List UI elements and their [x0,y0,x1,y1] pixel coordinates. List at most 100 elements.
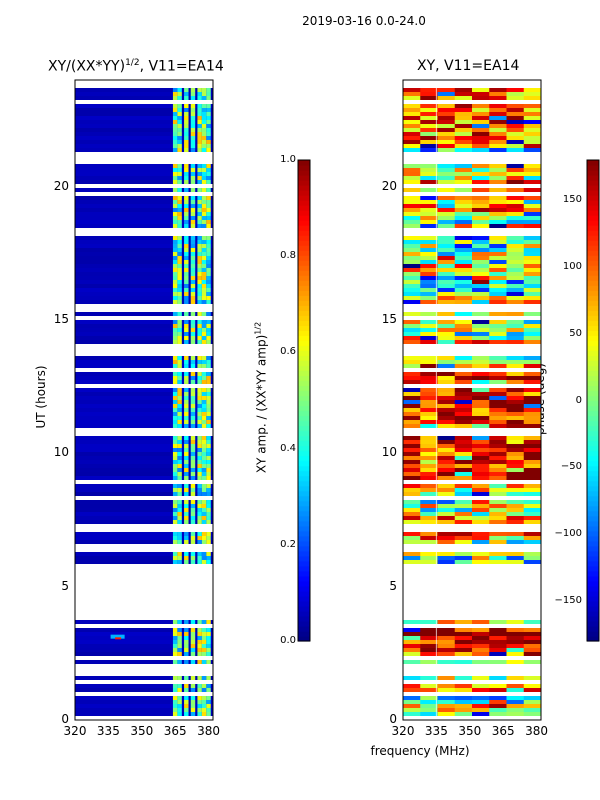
phase-cell [454,552,473,556]
phase-cell [523,104,542,108]
phase-cell [437,688,456,692]
amp-cell [184,460,189,464]
phase-cell [420,288,438,292]
phase-cell [420,436,438,440]
phase-cell [403,404,421,408]
phase-cell [472,120,490,124]
amp-cell [190,360,196,364]
amp-cell [184,416,189,420]
amp-row-base [75,336,213,340]
amp-cell [201,200,207,204]
phase-cell [437,424,456,428]
amp-cell [184,424,189,428]
amp-cell [184,404,189,408]
phase-colorbar-segment [587,185,599,191]
phase-cell [489,456,507,460]
amp-cell [190,520,196,524]
amp-cell [184,168,189,172]
phase-cell [506,500,525,504]
phase-cell [420,500,438,504]
amp-colorbar-segment [298,420,310,427]
phase-cell [489,272,507,276]
phase-colorbar-segment [587,470,599,477]
phase-cell [437,104,456,108]
amp-colorbar-segment [298,470,310,477]
phase-colorbar-segment [587,530,599,537]
phase-row [403,144,542,148]
phase-cell [437,420,456,424]
amp-row [75,452,213,456]
amp-row-base [75,140,213,144]
phase-cell [523,392,542,396]
amp-cell [184,412,189,416]
amp-cell [206,448,211,452]
amp-cell [172,188,178,192]
phase-cell [523,464,542,468]
phase-row [403,452,542,456]
amp-cell [201,416,207,420]
amp-cell [206,216,211,220]
amp-row-base [75,164,213,168]
phase-cell [420,396,438,400]
amp-row-base [75,252,213,256]
amp-cell [206,212,211,216]
amp-row-base [75,676,213,680]
phase-cell [506,492,525,496]
amp-cell [201,532,207,536]
amp-cell [177,92,182,96]
phase-cell [489,200,507,204]
phase-cell [437,332,456,336]
amp-row-base [75,276,213,280]
phase-cell [437,500,456,504]
phase-cell [506,120,525,124]
amp-cell [197,96,202,100]
phase-cell [523,336,542,340]
amp-colorbar-segment [298,410,310,417]
phase-cell [437,556,456,560]
phase-cell [472,532,490,536]
phase-cell [472,264,490,268]
phase-cell [420,140,438,144]
phase-cell [472,260,490,264]
amp-row [75,200,213,204]
phase-cell [437,300,456,304]
phase-cell [506,476,525,480]
phase-cell [454,400,473,404]
amp-cell [197,532,202,536]
amp-cell [184,556,189,560]
amp-row [75,288,213,292]
phase-cell [523,176,542,180]
phase-cell [454,248,473,252]
phase-cell [403,248,421,252]
phase-cell [506,688,525,692]
amp-row-base [75,180,213,184]
phase-cell [437,484,456,488]
amp-cell [172,260,178,264]
phase-cell [489,248,507,252]
amp-row-base [75,340,213,344]
phase-row [403,216,542,220]
phase-cell [523,264,542,268]
amp-row-base [75,176,213,180]
phase-cell [420,340,438,344]
amp-cell [201,456,207,460]
phase-cell [437,248,456,252]
phase-row [403,408,542,412]
amp-cell [177,504,182,508]
phase-cell [437,520,456,524]
amp-cell [206,108,211,112]
amp-cell [201,300,207,304]
amp-colorbar-segment [298,565,310,572]
amp-cell [172,676,178,680]
phase-cell [454,292,473,296]
phase-cell [506,312,525,316]
phase-cell [454,220,473,224]
amp-cell [177,644,182,648]
phase-cell [472,660,490,664]
amp-row [75,444,213,448]
phase-cell [454,144,473,148]
x-axis-label: frequency (MHz) [370,744,470,758]
phase-cell [489,696,507,700]
amp-cell [184,260,189,264]
phase-colorbar-tick: 100 [562,260,582,272]
